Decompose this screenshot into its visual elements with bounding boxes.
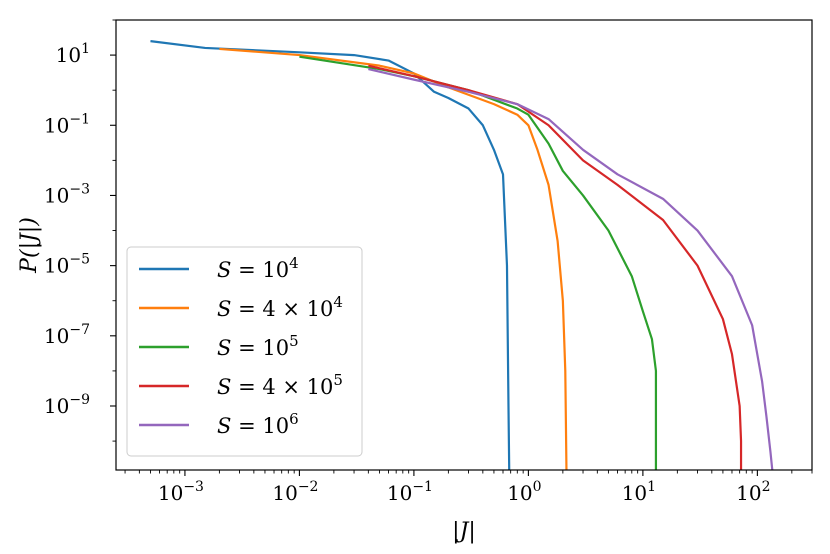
- chart-curves: [150, 40, 774, 471]
- x-tick-base: 10: [387, 481, 412, 505]
- legend-exponent: 6: [289, 410, 299, 428]
- legend-label-1: S = 104: [217, 254, 299, 282]
- legend-equals: =: [231, 258, 262, 282]
- x-tick-exponent: 2: [762, 479, 771, 495]
- x-axis: 10−3 10−2 10−1 100 101 102: [124, 470, 813, 505]
- legend-label-2: S = 4 × 104: [217, 293, 343, 321]
- y-tick-base: 10: [44, 254, 69, 278]
- legend-exponent: 4: [333, 293, 343, 311]
- legend-exponent: 4: [289, 254, 299, 272]
- x-axis-label: |J|: [452, 519, 476, 544]
- x-tick-label: 10−1: [387, 479, 433, 505]
- legend-base: 10: [307, 375, 334, 399]
- legend-exponent: 5: [333, 371, 343, 389]
- series-line-5: [368, 67, 774, 471]
- legend-symbol: S: [217, 336, 231, 360]
- legend-equals: =: [231, 336, 262, 360]
- plot-frame: [115, 19, 813, 471]
- x-tick-base: 10: [622, 481, 647, 505]
- x-tick-exponent: 1: [647, 479, 656, 495]
- y-tick-exponent: −5: [69, 252, 90, 268]
- legend-symbol: S: [217, 297, 231, 321]
- legend-base: 10: [262, 258, 289, 282]
- y-tick-exponent: −1: [69, 111, 90, 127]
- x-tick-exponent: 0: [533, 479, 542, 495]
- y-tick-exponent: −3: [69, 181, 90, 197]
- legend-symbol: S: [217, 375, 231, 399]
- y-tick-label: 10−5: [44, 252, 90, 278]
- y-tick-label: 10−1: [44, 111, 90, 137]
- x-tick-label: 10−3: [158, 479, 204, 505]
- y-tick-base: 10: [44, 324, 69, 348]
- y-tick-base: 10: [44, 183, 69, 207]
- series-line-1: [150, 40, 511, 471]
- x-tick-exponent: −2: [298, 479, 319, 495]
- series-line-2: [219, 47, 568, 471]
- legend-exponent: 5: [289, 332, 299, 350]
- x-tick-label: 100: [507, 479, 541, 505]
- legend-symbol: S: [217, 258, 231, 282]
- y-axis-label: P(|J|): [17, 217, 42, 274]
- y-tick-exponent: −9: [69, 392, 90, 408]
- y-tick-label: 10−3: [44, 181, 90, 207]
- x-tick-base: 10: [272, 481, 297, 505]
- x-tick-base: 10: [507, 481, 532, 505]
- legend-symbol: S: [217, 414, 231, 438]
- y-tick-base: 10: [44, 394, 69, 418]
- legend-label-4: S = 4 × 105: [217, 371, 343, 399]
- series-line-4: [368, 64, 743, 470]
- x-tick-base: 10: [736, 481, 761, 505]
- x-tick-exponent: −1: [412, 479, 433, 495]
- legend-equals: = 4 ×: [231, 297, 306, 321]
- legend-label-3: S = 105: [217, 332, 299, 360]
- legend-box: [126, 246, 363, 457]
- y-tick-label: 10−9: [44, 392, 90, 418]
- y-tick-exponent: 1: [81, 41, 90, 57]
- y-tick-base: 10: [56, 43, 81, 67]
- y-tick-label: 101: [56, 41, 90, 67]
- legend-equals: = 4 ×: [231, 375, 306, 399]
- legend-label-5: S = 106: [217, 410, 299, 438]
- x-tick-label: 101: [622, 479, 656, 505]
- legend-base: 10: [262, 414, 289, 438]
- legend-base: 10: [307, 297, 334, 321]
- x-tick-label: 10−2: [272, 479, 318, 505]
- legend-base: 10: [262, 336, 289, 360]
- y-tick-exponent: −7: [69, 322, 90, 338]
- x-tick-label: 102: [736, 479, 770, 505]
- x-tick-exponent: −3: [183, 479, 204, 495]
- y-tick-base: 10: [44, 113, 69, 137]
- y-tick-label: 10−7: [44, 322, 90, 348]
- legend-equals: =: [231, 414, 262, 438]
- x-tick-base: 10: [158, 481, 183, 505]
